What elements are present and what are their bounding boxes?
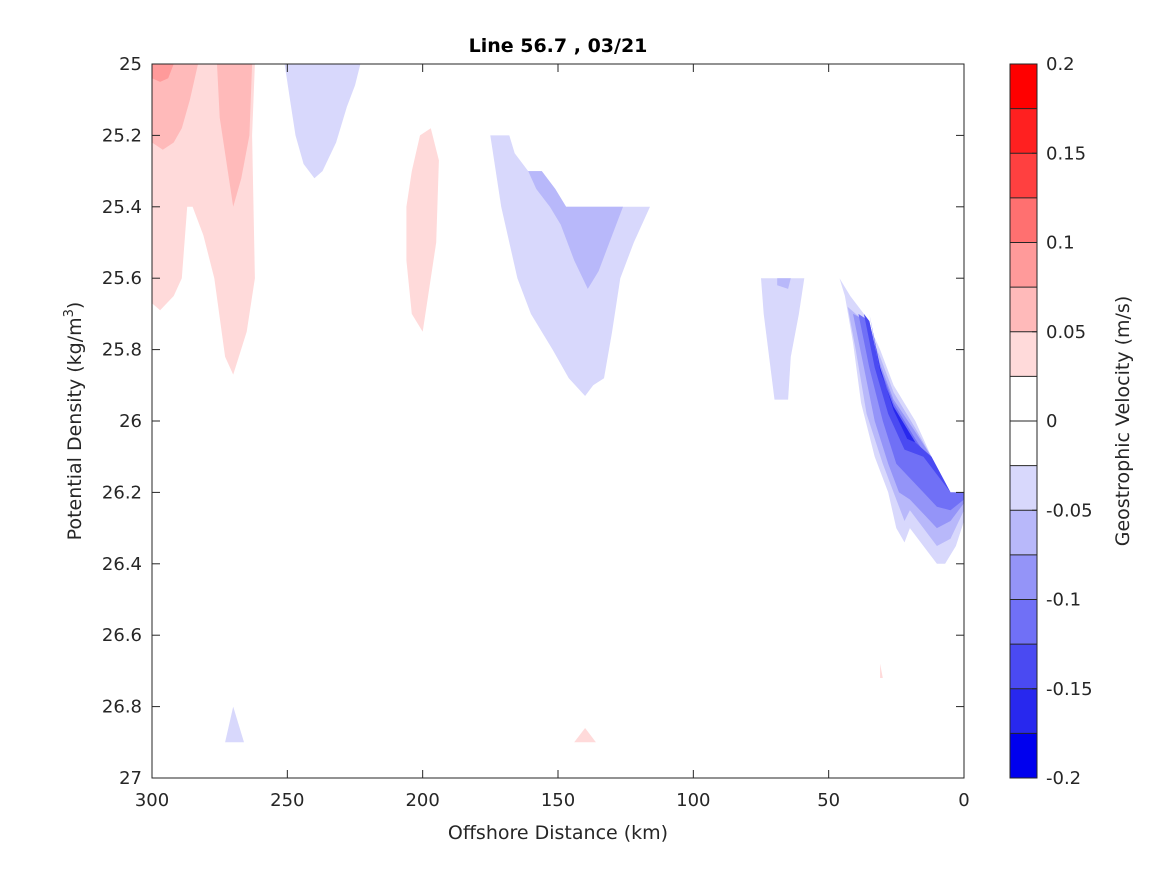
y-tick-label: 25.6 bbox=[102, 268, 142, 289]
x-tick-label: 0 bbox=[958, 790, 969, 811]
y-tick-label: 26.6 bbox=[102, 625, 142, 646]
y-tick-label: 26.2 bbox=[102, 482, 142, 503]
colorbar-swatch bbox=[1010, 599, 1037, 645]
x-tick-label: 250 bbox=[270, 790, 304, 811]
colorbar-swatch bbox=[1010, 510, 1037, 556]
y-axis-label-close: ) bbox=[64, 302, 86, 309]
chart-title: Line 56.7 , 03/21 bbox=[469, 35, 648, 57]
x-tick-label: 50 bbox=[817, 790, 840, 811]
contour-region-7 bbox=[490, 135, 650, 396]
x-tick-label: 300 bbox=[135, 790, 169, 811]
y-tick-label: 26.8 bbox=[102, 697, 142, 718]
colorbar: 0.2 0.15 0.1 0.05 0 -0.05 -0.1 -0.15 -0.2 bbox=[1009, 54, 1093, 789]
contour-region-18 bbox=[574, 728, 596, 743]
y-tick-label: 26 bbox=[119, 411, 142, 432]
colorbar-swatch bbox=[1010, 242, 1037, 288]
colorbar-tick-label: 0.15 bbox=[1046, 143, 1086, 164]
x-axis: 300 250 200 150 100 50 0 bbox=[135, 64, 970, 811]
contour-region-6 bbox=[284, 64, 361, 179]
colorbar-tick-label: -0.15 bbox=[1046, 679, 1093, 700]
x-tick-label: 100 bbox=[676, 790, 710, 811]
y-axis-label: Potential Density (kg/m3) bbox=[62, 302, 86, 541]
colorbar-swatch bbox=[1010, 64, 1037, 110]
colorbar-swatch bbox=[1010, 554, 1037, 600]
colorbar-swatch bbox=[1010, 376, 1037, 422]
plot-background bbox=[152, 64, 964, 778]
contour-region-2 bbox=[152, 64, 198, 150]
x-axis-label: Offshore Distance (km) bbox=[448, 822, 668, 844]
colorbar-tick-label: -0.1 bbox=[1046, 590, 1081, 611]
colorbar-tick-label: 0.05 bbox=[1046, 322, 1086, 343]
colorbar-swatch bbox=[1010, 465, 1037, 511]
colorbar-tick-label: 0.1 bbox=[1046, 233, 1075, 254]
colorbar-swatch bbox=[1010, 733, 1037, 779]
y-tick-label: 26.4 bbox=[102, 554, 142, 575]
contour-region-19 bbox=[880, 663, 883, 678]
colorbar-swatch bbox=[1010, 644, 1037, 690]
contour-region-10 bbox=[777, 278, 791, 289]
x-tick-label: 150 bbox=[541, 790, 575, 811]
y-axis: 25 25.2 25.4 25.6 25.8 26 26.2 26.4 26.6 26.8 27 bbox=[102, 54, 964, 789]
y-axis-label-superscript: 3 bbox=[62, 309, 77, 317]
contour-region-5 bbox=[406, 128, 439, 332]
colorbar-swatch bbox=[1010, 197, 1037, 243]
y-tick-label: 25.8 bbox=[102, 340, 142, 361]
colorbar-tick-label: -0.2 bbox=[1046, 768, 1081, 789]
y-tick-label: 25.4 bbox=[102, 197, 142, 218]
contour-region-8 bbox=[528, 171, 623, 289]
colorbar-tick-label: 0 bbox=[1046, 411, 1057, 432]
colorbar-swatch bbox=[1010, 688, 1037, 734]
contour-region-3 bbox=[217, 64, 253, 207]
contour-region-17 bbox=[225, 706, 244, 743]
contour-region-9 bbox=[761, 278, 805, 400]
contour-region-4 bbox=[152, 64, 174, 82]
colorbar-tick-label: -0.05 bbox=[1046, 500, 1093, 521]
y-axis-label-main: Potential Density (kg/m bbox=[64, 317, 86, 540]
colorbar-label: Geostrophic Velocity (m/s) bbox=[1112, 296, 1134, 546]
colorbar-swatch bbox=[1010, 331, 1037, 377]
y-tick-label: 25.2 bbox=[102, 125, 142, 146]
y-tick-label: 27 bbox=[119, 768, 142, 789]
y-tick-label: 25 bbox=[119, 54, 142, 75]
colorbar-swatch bbox=[1010, 108, 1037, 154]
colorbar-tick-label: 0.2 bbox=[1046, 54, 1075, 75]
x-tick-label: 200 bbox=[405, 790, 439, 811]
plot-area bbox=[151, 63, 965, 779]
colorbar-swatch bbox=[1010, 421, 1037, 467]
colorbar-swatch bbox=[1010, 153, 1037, 199]
colorbar-swatch bbox=[1010, 287, 1037, 333]
